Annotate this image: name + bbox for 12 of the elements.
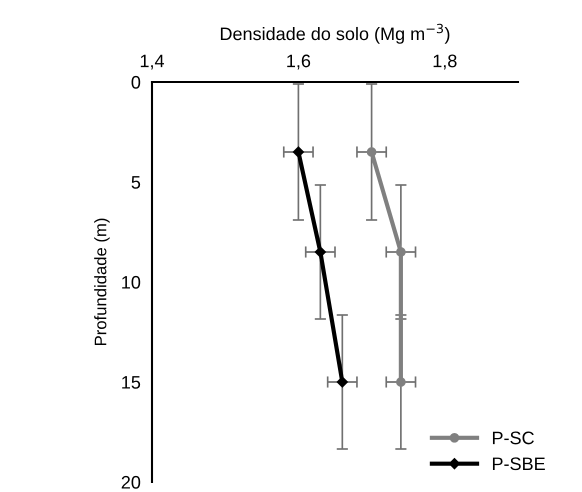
x-axis-title: Densidade do solo (Mg m$^{−3}$) [220, 24, 450, 44]
y-axis-title: Profundidade (m) [94, 218, 110, 346]
y-tick-label: 10 [122, 276, 140, 289]
y-tick-label: 15 [122, 376, 140, 389]
y-tick-label: 5 [132, 176, 140, 189]
legend-label: P-SC [492, 432, 534, 444]
y-tick-label: 0 [132, 76, 140, 89]
legend-label: P-SBE [492, 457, 545, 470]
y-tick-label: 20 [122, 476, 140, 489]
x-tick-label: 1,4 [140, 54, 164, 70]
x-tick-label: 1,8 [434, 54, 457, 70]
x-tick-label: 1,6 [287, 54, 310, 70]
